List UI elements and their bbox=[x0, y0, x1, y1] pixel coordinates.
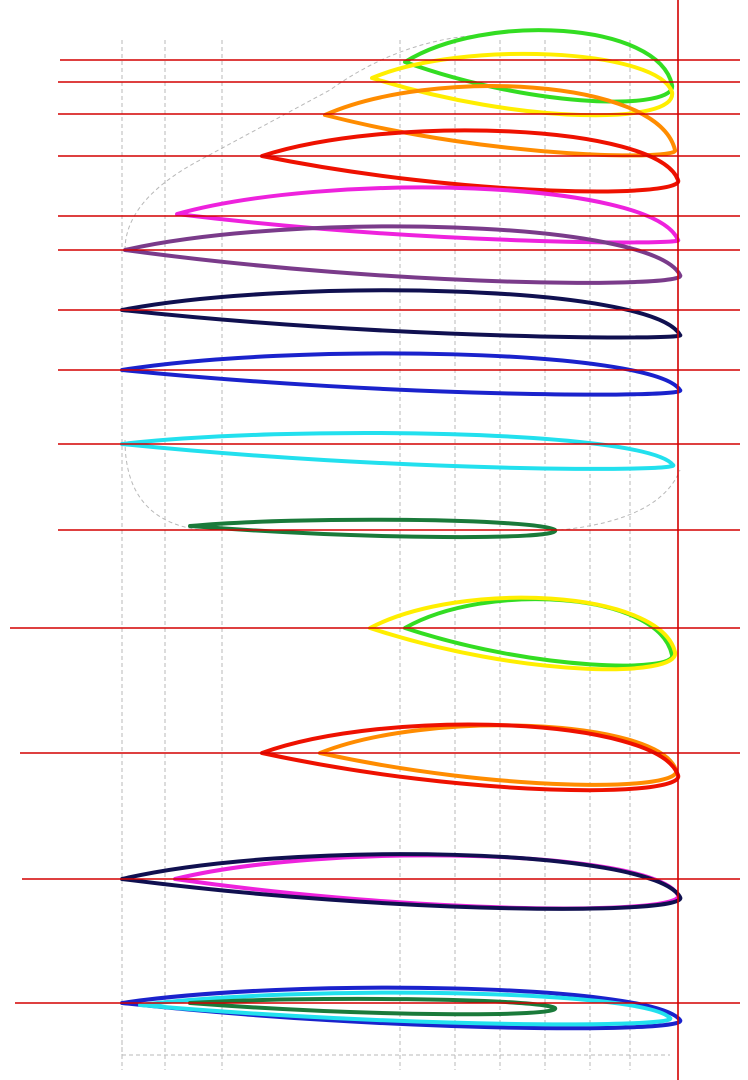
airfoil-outline bbox=[120, 351, 683, 397]
airfoil-outline bbox=[370, 51, 675, 118]
airfoil-outline bbox=[403, 597, 674, 668]
airfoil-outline bbox=[403, 28, 675, 104]
airfoil-outline bbox=[323, 84, 678, 158]
airfoil-outline bbox=[368, 595, 678, 672]
airfoil-outlines bbox=[120, 28, 683, 1031]
airfoil-outline bbox=[120, 430, 676, 471]
reference-lines bbox=[10, 0, 740, 1080]
airfoil-outline bbox=[120, 852, 683, 911]
airfoil-outline bbox=[123, 224, 683, 285]
airfoil-outline bbox=[120, 288, 683, 340]
airfoil-outline bbox=[138, 990, 673, 1027]
airfoil-outline bbox=[120, 985, 683, 1031]
airfoil-outline bbox=[188, 996, 558, 1017]
